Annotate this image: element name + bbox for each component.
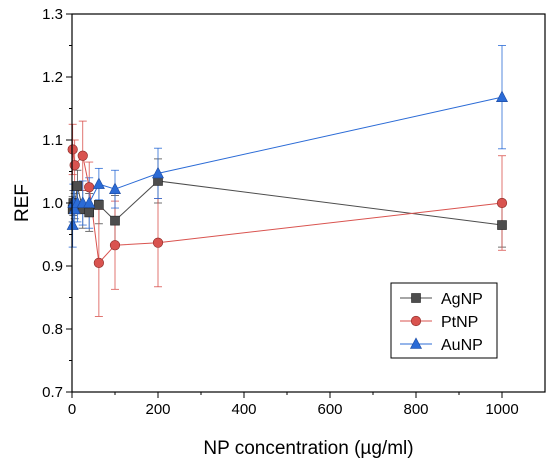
- x-tick-label: 800: [403, 401, 428, 418]
- aunp-data-point: [152, 166, 164, 179]
- ptnp-data-point: [84, 182, 95, 193]
- aunp-data-point: [109, 182, 121, 194]
- x-tick-label: 1000: [485, 401, 518, 418]
- error-bars: [68, 45, 506, 317]
- legend-marker: [410, 315, 422, 327]
- x-tick-label: 400: [231, 401, 256, 418]
- x-axis-title: NP concentration (µg/ml): [203, 438, 413, 459]
- legend-marker: [411, 293, 421, 303]
- y-tick-label: 1.0: [42, 195, 63, 212]
- y-tick-label: 0.9: [42, 258, 63, 275]
- legend-item-aunp: AuNP: [400, 337, 483, 354]
- y-tick-label: 1.2: [42, 69, 63, 86]
- y-tick-label: 1.1: [42, 132, 63, 149]
- aunp-data-point: [496, 90, 508, 102]
- legend-label: AgNP: [441, 291, 483, 308]
- legend-label: PtNP: [441, 314, 478, 331]
- legend-label: AuNP: [441, 337, 483, 354]
- agnp-data-point: [94, 200, 104, 210]
- y-tick-label: 0.8: [42, 321, 63, 338]
- ptnp-data-point: [93, 257, 104, 268]
- aunp-data-point: [92, 177, 105, 189]
- legend-item-agnp: AgNP: [400, 291, 483, 308]
- aunp-data-point: [83, 196, 96, 208]
- legend: AgNP PtNP AuNP: [390, 282, 498, 359]
- y-tick-label: 1.3: [42, 6, 63, 23]
- x-axis-ticks: 0 200 400 600 800 1000: [68, 392, 519, 418]
- y-axis-title: REF: [12, 184, 33, 222]
- legend-marker: [410, 337, 422, 349]
- aunp-data-point: [66, 218, 79, 230]
- x-tick-label: 0: [68, 401, 76, 418]
- agnp-data-point: [110, 215, 120, 226]
- aunp-series-line: [72, 96, 503, 226]
- ptnp-data-point: [67, 144, 78, 155]
- series-lines: [72, 96, 503, 264]
- y-tick-label: 0.7: [42, 384, 63, 401]
- agnp-series-line: [72, 180, 503, 226]
- agnp-data-point: [84, 207, 94, 218]
- ptnp-data-point: [69, 160, 80, 171]
- agnp-data-point: [72, 181, 83, 191]
- x-tick-label: 600: [317, 401, 342, 418]
- ptnp-data-point: [109, 240, 121, 251]
- y-axis-ticks: 0.7 0.8 0.9 1.0 1.1 1.2 1.3: [42, 6, 72, 401]
- series-markers: [66, 90, 508, 268]
- ptnp-data-point: [496, 197, 508, 209]
- ptnp-data-point: [152, 237, 164, 248]
- ptnp-series-line: [72, 149, 503, 264]
- ptnp-data-point: [77, 150, 88, 161]
- x-tick-label: 200: [145, 401, 170, 418]
- legend-item-ptnp: PtNP: [400, 314, 478, 331]
- agnp-data-point: [497, 220, 507, 230]
